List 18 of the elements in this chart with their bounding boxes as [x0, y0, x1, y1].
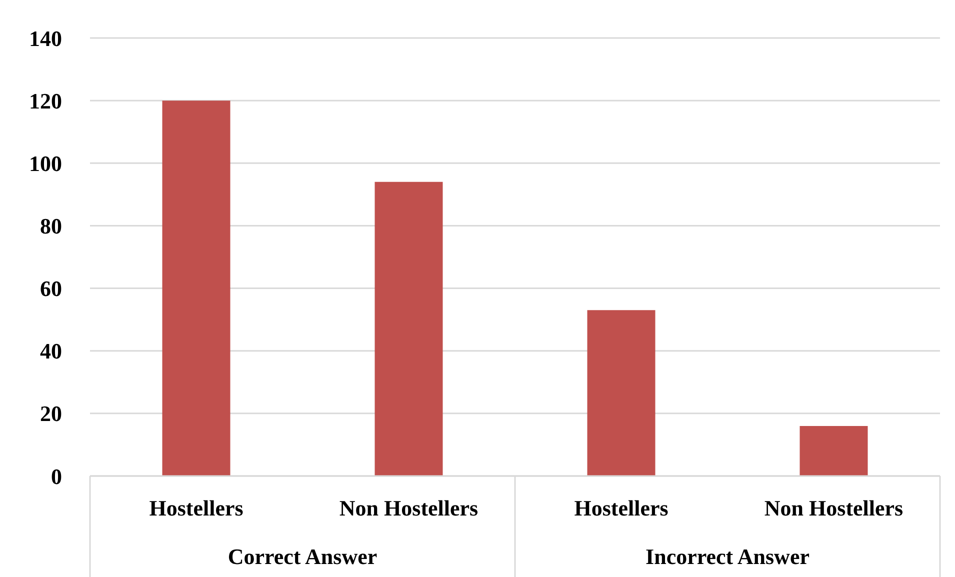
x-tick-label: Non Hostellers — [764, 496, 904, 521]
bar — [374, 182, 443, 476]
y-tick-label: 100 — [29, 150, 62, 176]
y-tick-label: 120 — [29, 88, 62, 114]
y-tick-label: 140 — [29, 26, 62, 51]
text: Correct Answer — [226, 544, 378, 570]
x-tick-label: Hostellers — [574, 496, 669, 521]
y-tick-label: 80 — [40, 214, 62, 239]
bar — [800, 426, 868, 476]
bar — [587, 310, 656, 476]
y-tick-label: 20 — [40, 401, 62, 426]
y-tick-label: 40 — [40, 338, 62, 364]
x-tick-label: Non Hostellers — [339, 496, 479, 521]
text: Incorrect Answer — [644, 544, 810, 570]
y-tick-label: 60 — [40, 276, 62, 302]
y-tick-label: 0 — [51, 464, 62, 489]
bar — [162, 100, 230, 476]
x-tick-label: Hostellers — [149, 496, 244, 521]
